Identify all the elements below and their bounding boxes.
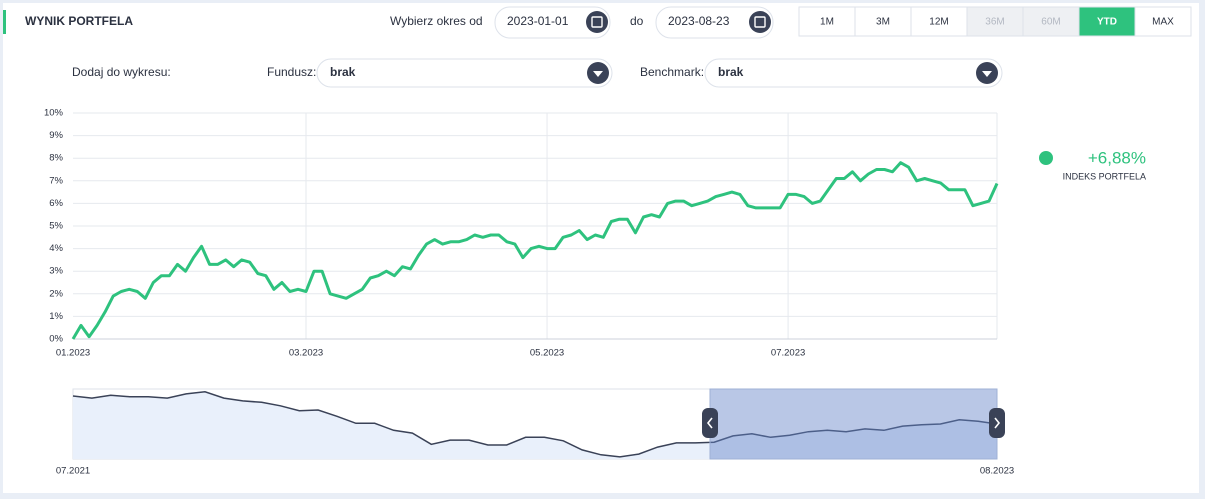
date-from[interactable]: 2023-01-01 xyxy=(494,6,611,39)
y-tick-label: 9% xyxy=(49,130,63,141)
series-line xyxy=(72,391,998,458)
period-label: Wybierz okres od xyxy=(390,14,483,28)
fund-label: Fundusz: xyxy=(267,65,316,79)
y-tick-label: 0% xyxy=(49,334,63,345)
date-to[interactable]: 2023-08-23 xyxy=(655,6,774,39)
range-button[interactable] xyxy=(1134,6,1192,37)
series-area xyxy=(73,391,997,459)
benchmark-value: brak xyxy=(718,65,744,79)
legend-value: +6,88% xyxy=(1088,148,1146,167)
navigator-handle-glyph xyxy=(706,417,713,429)
range-button-label: 60M xyxy=(1041,17,1060,28)
benchmark-select[interactable] xyxy=(704,58,1003,88)
navigator: 07.2021 08.2023 xyxy=(56,388,1014,477)
range-button-label: 3M xyxy=(876,17,890,28)
y-tick-label: 3% xyxy=(49,266,63,277)
navigator-tick-label: 08.2023 xyxy=(980,466,1014,477)
navigator-selection xyxy=(709,388,998,460)
y-tick-label: 8% xyxy=(49,153,63,164)
main-chart: 0% 1% 2% 3% 4% 5% 6% 7% 8% 9% 10% 01.2023 03.2023 05.… xyxy=(44,108,999,359)
calendar-icon[interactable] xyxy=(749,11,771,33)
legend-marker xyxy=(1039,151,1053,165)
range-button-label: 36M xyxy=(985,17,1004,28)
fund-value: brak xyxy=(330,65,356,79)
dropdown-glyph xyxy=(593,71,603,77)
range-button xyxy=(1022,6,1080,37)
range-button[interactable] xyxy=(910,6,968,37)
range-button xyxy=(966,6,1024,37)
date-from-value: 2023-01-01 xyxy=(507,14,569,28)
dropdown-glyph xyxy=(982,71,992,77)
legend-label: INDEKS PORTFELA xyxy=(1063,171,1146,181)
y-tick-label: 10% xyxy=(44,108,64,119)
title-accent xyxy=(3,10,6,34)
navigator-handle-glyph xyxy=(994,417,1001,429)
y-tick-label: 7% xyxy=(49,175,63,186)
series-line xyxy=(71,161,999,340)
filters-label: Dodaj do wykresu: xyxy=(72,65,171,79)
navigator-tick-label: 07.2021 xyxy=(56,466,90,477)
date-input[interactable] xyxy=(655,6,774,39)
range-button-label: 1M xyxy=(820,17,834,28)
range-button-label: YTD xyxy=(1097,17,1117,28)
benchmark-label: Benchmark: xyxy=(640,65,704,79)
range-buttons: 1M 3M 12M 36M 60M YTD MAX xyxy=(798,6,1192,37)
date-to-value: 2023-08-23 xyxy=(668,14,730,28)
range-button[interactable] xyxy=(1078,6,1136,37)
date-input[interactable] xyxy=(494,6,611,39)
range-button[interactable] xyxy=(854,6,912,37)
calendar-glyph xyxy=(591,16,603,28)
x-tick-label: 03.2023 xyxy=(289,348,323,359)
x-tick-label: 05.2023 xyxy=(530,348,564,359)
navigator-handle[interactable] xyxy=(989,408,1005,438)
y-tick-label: 6% xyxy=(49,198,63,209)
calendar-icon[interactable] xyxy=(586,11,608,33)
fund-select[interactable] xyxy=(316,58,613,88)
y-tick-label: 2% xyxy=(49,288,63,299)
title: WYNIK PORTFELA xyxy=(25,14,133,28)
y-tick-label: 4% xyxy=(49,243,63,254)
x-tick-label: 07.2023 xyxy=(771,348,805,359)
y-tick-label: 5% xyxy=(49,221,63,232)
range-button-label: MAX xyxy=(1152,17,1174,28)
to-label: do xyxy=(630,14,644,28)
calendar-glyph xyxy=(754,16,766,28)
range-button-label: 12M xyxy=(929,17,948,28)
navigator-handle[interactable] xyxy=(702,408,718,438)
y-tick-label: 1% xyxy=(49,311,63,322)
x-tick-label: 01.2023 xyxy=(56,348,90,359)
